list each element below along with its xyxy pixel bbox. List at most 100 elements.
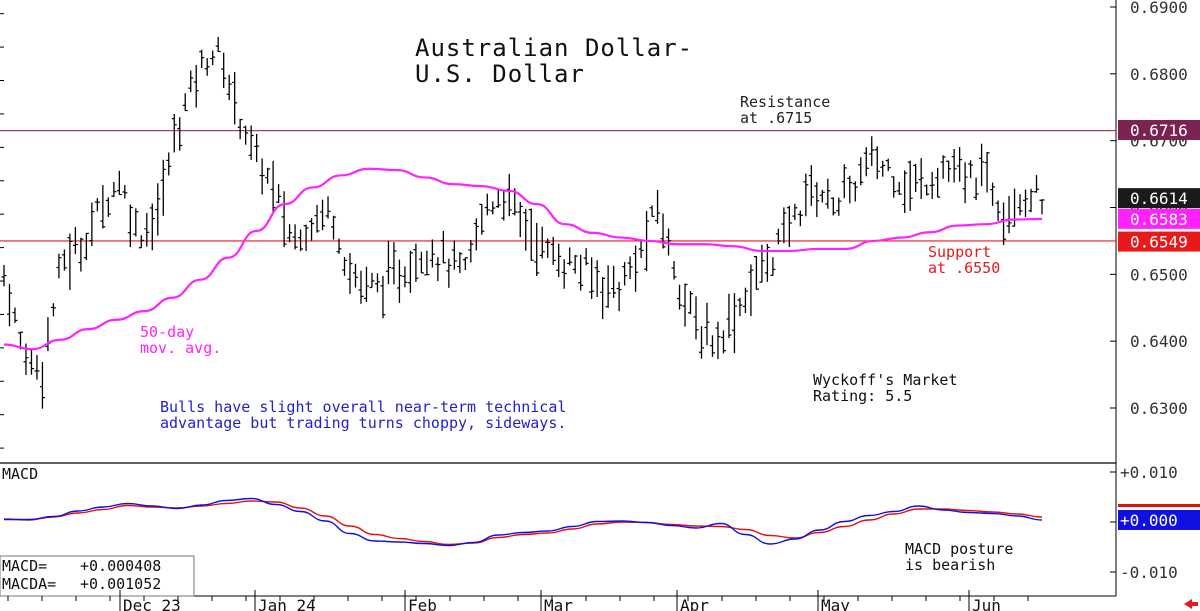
ohlc-bar (830, 197, 836, 216)
resistance-label-line-1: Resistance (740, 93, 830, 111)
macd-readout-box (0, 555, 195, 597)
ohlc-bar (314, 204, 320, 233)
price-badge-label: 0.6583 (1130, 210, 1188, 229)
ohlc-bar (111, 181, 117, 198)
ohlc-bar (704, 302, 710, 346)
ohlc-bar (298, 229, 304, 252)
ohlc-bar (188, 70, 194, 93)
ohlc-bar (825, 178, 831, 209)
support-label-line-1: Support (928, 243, 991, 261)
macd-tick-label: -0.010 (1120, 563, 1178, 582)
ohlc-bar (770, 257, 776, 277)
ohlc-bar (885, 158, 891, 172)
ohlc-bar (413, 243, 419, 282)
ohlc-bar (742, 287, 748, 314)
ohlc-bar (1028, 188, 1034, 213)
ohlc-bar (374, 273, 380, 293)
ohlc-bar (539, 226, 545, 259)
ohlc-bar (446, 258, 452, 288)
ohlc-bar (336, 238, 342, 254)
ohlc-bar (243, 125, 249, 145)
ohlc-bar (935, 167, 941, 198)
ohlc-bar (325, 196, 331, 219)
ohlc-bar (918, 158, 924, 199)
ohlc-bar (281, 191, 287, 248)
ohlc-bar (836, 197, 842, 216)
ohlc-bar (292, 224, 298, 250)
ohlc-bar (775, 228, 781, 245)
left-arrow-icon[interactable] (1184, 599, 1198, 609)
ohlc-bar (578, 254, 584, 291)
price-bars (1, 36, 1045, 409)
month-label: Apr (680, 596, 709, 611)
ohlc-bar (726, 293, 732, 339)
ohlc-bar (50, 303, 56, 317)
ohlc-bar (407, 250, 413, 293)
ohlc-bar (342, 256, 348, 276)
ohlc-bar (160, 159, 166, 216)
ohlc-bar (1023, 189, 1029, 217)
month-label: May (821, 596, 850, 611)
ohlc-bar (210, 50, 216, 66)
ohlc-bar (34, 354, 40, 380)
ohlc-bar (715, 321, 721, 360)
ohlc-bar (1017, 194, 1023, 216)
ohlc-bar (45, 317, 51, 352)
ma-label-line-2: mov. avg. (140, 339, 221, 357)
ohlc-bar (89, 202, 95, 247)
ohlc-bar (396, 259, 402, 303)
ohlc-bar (287, 224, 293, 243)
ohlc-bar (979, 143, 985, 187)
commentary-line-2: advantage but trading turns choppy, side… (160, 414, 566, 432)
ohlc-bar (990, 182, 996, 206)
ohlc-bar (709, 335, 715, 357)
ohlc-bar (946, 160, 952, 182)
ohlc-bar (633, 245, 639, 292)
ohlc-bar (902, 170, 908, 214)
ohlc-bar (144, 212, 150, 247)
ohlc-bar (720, 330, 726, 354)
macd-badge-label: +0.000 (1120, 511, 1178, 530)
ohlc-bar (869, 136, 875, 167)
ohlc-bar (913, 164, 919, 192)
ohlc-bar (155, 183, 161, 236)
ma-label-line-1: 50-day (140, 323, 194, 341)
ohlc-bar (550, 236, 556, 265)
ohlc-bar (199, 49, 205, 69)
ohlc-bar (545, 238, 551, 258)
ohlc-bar (896, 182, 902, 195)
month-label: Feb (408, 596, 437, 611)
ohlc-bar (627, 256, 633, 280)
ohlc-bar (677, 284, 683, 310)
ohlc-bar (402, 266, 408, 288)
ohlc-bar (177, 117, 183, 151)
ohlc-bar (841, 164, 847, 199)
ohlc-bar (352, 263, 358, 288)
ohlc-bar (929, 171, 935, 199)
ohlc-bar (594, 260, 600, 297)
chart-title-line-1: Australian Dollar- (415, 34, 693, 62)
ohlc-bar (863, 147, 869, 177)
ohlc-bar (600, 277, 606, 320)
price-tick-label: 0.6900 (1130, 0, 1188, 17)
month-label: Jan 24 (258, 596, 316, 611)
ohlc-bar (572, 255, 578, 274)
ohlc-bar (435, 257, 441, 282)
ohlc-bar (221, 52, 227, 89)
ohlc-bar (270, 160, 276, 212)
ohlc-bar (369, 272, 375, 289)
ohlc-bar (561, 259, 567, 289)
ohlc-bar (786, 205, 792, 247)
ohlc-bar (523, 208, 529, 251)
ohlc-bar (852, 181, 858, 202)
ohlc-bar (528, 208, 534, 261)
ohlc-bar (655, 189, 661, 224)
ohlc-bar (605, 265, 611, 308)
month-label: Jun (972, 596, 1001, 611)
ohlc-bar (149, 203, 155, 251)
ohlc-bar (506, 173, 512, 217)
ohlc-bar (122, 184, 128, 199)
ohlc-bar (517, 201, 523, 238)
ohlc-bar (468, 239, 474, 263)
ohlc-bar (973, 177, 979, 201)
